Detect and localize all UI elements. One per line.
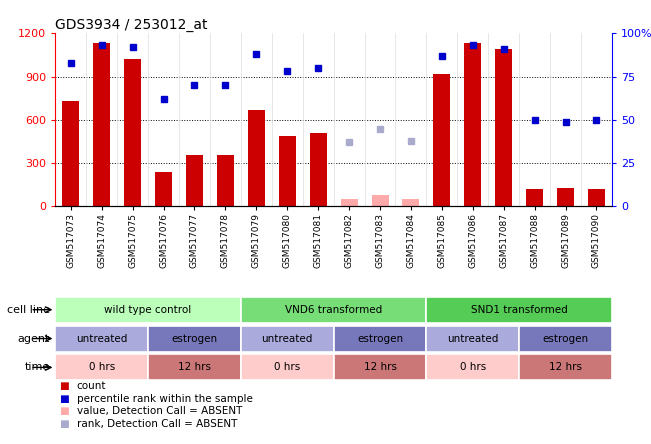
Bar xyxy=(495,49,512,206)
Bar xyxy=(155,172,172,206)
Bar xyxy=(426,297,612,323)
Text: untreated: untreated xyxy=(262,333,313,344)
Text: VND6 transformed: VND6 transformed xyxy=(285,305,382,315)
Bar xyxy=(333,354,426,381)
Text: estrogen: estrogen xyxy=(542,333,589,344)
Bar xyxy=(148,354,241,381)
Text: estrogen: estrogen xyxy=(171,333,217,344)
Text: 0 hrs: 0 hrs xyxy=(89,362,115,373)
Text: ■: ■ xyxy=(59,394,68,404)
Bar xyxy=(62,101,79,206)
Text: 12 hrs: 12 hrs xyxy=(178,362,211,373)
Bar xyxy=(426,325,519,352)
Bar xyxy=(310,133,327,206)
Bar xyxy=(55,297,241,323)
Bar xyxy=(217,155,234,206)
Bar xyxy=(93,44,110,206)
Bar xyxy=(464,44,481,206)
Bar xyxy=(241,325,333,352)
Bar xyxy=(340,198,357,206)
Bar xyxy=(241,297,426,323)
Text: estrogen: estrogen xyxy=(357,333,403,344)
Text: untreated: untreated xyxy=(76,333,128,344)
Bar xyxy=(248,110,265,206)
Bar xyxy=(519,354,612,381)
Text: SND1 transformed: SND1 transformed xyxy=(471,305,568,315)
Bar xyxy=(426,354,519,381)
Bar xyxy=(557,188,574,206)
Bar xyxy=(434,74,450,206)
Text: percentile rank within the sample: percentile rank within the sample xyxy=(77,394,253,404)
Bar xyxy=(588,189,605,206)
Text: 12 hrs: 12 hrs xyxy=(549,362,582,373)
Bar xyxy=(124,59,141,206)
Text: 12 hrs: 12 hrs xyxy=(363,362,396,373)
Text: 0 hrs: 0 hrs xyxy=(274,362,300,373)
Bar xyxy=(519,325,612,352)
Text: ■: ■ xyxy=(59,406,68,416)
Text: GDS3934 / 253012_at: GDS3934 / 253012_at xyxy=(55,18,208,32)
Text: untreated: untreated xyxy=(447,333,499,344)
Text: ■: ■ xyxy=(59,419,68,428)
Bar xyxy=(241,354,333,381)
Text: count: count xyxy=(77,381,106,391)
Text: agent: agent xyxy=(18,333,49,344)
Bar xyxy=(526,189,543,206)
Text: time: time xyxy=(25,362,49,373)
Text: rank, Detection Call = ABSENT: rank, Detection Call = ABSENT xyxy=(77,419,237,428)
Text: 0 hrs: 0 hrs xyxy=(460,362,486,373)
Text: ■: ■ xyxy=(59,381,68,391)
Bar xyxy=(55,325,148,352)
Text: value, Detection Call = ABSENT: value, Detection Call = ABSENT xyxy=(77,406,242,416)
Bar xyxy=(333,325,426,352)
Bar xyxy=(148,325,241,352)
Bar xyxy=(55,354,148,381)
Text: cell line: cell line xyxy=(7,305,49,315)
Bar xyxy=(402,198,419,206)
Bar xyxy=(372,195,389,206)
Bar xyxy=(186,155,203,206)
Text: wild type control: wild type control xyxy=(104,305,192,315)
Bar xyxy=(279,136,296,206)
